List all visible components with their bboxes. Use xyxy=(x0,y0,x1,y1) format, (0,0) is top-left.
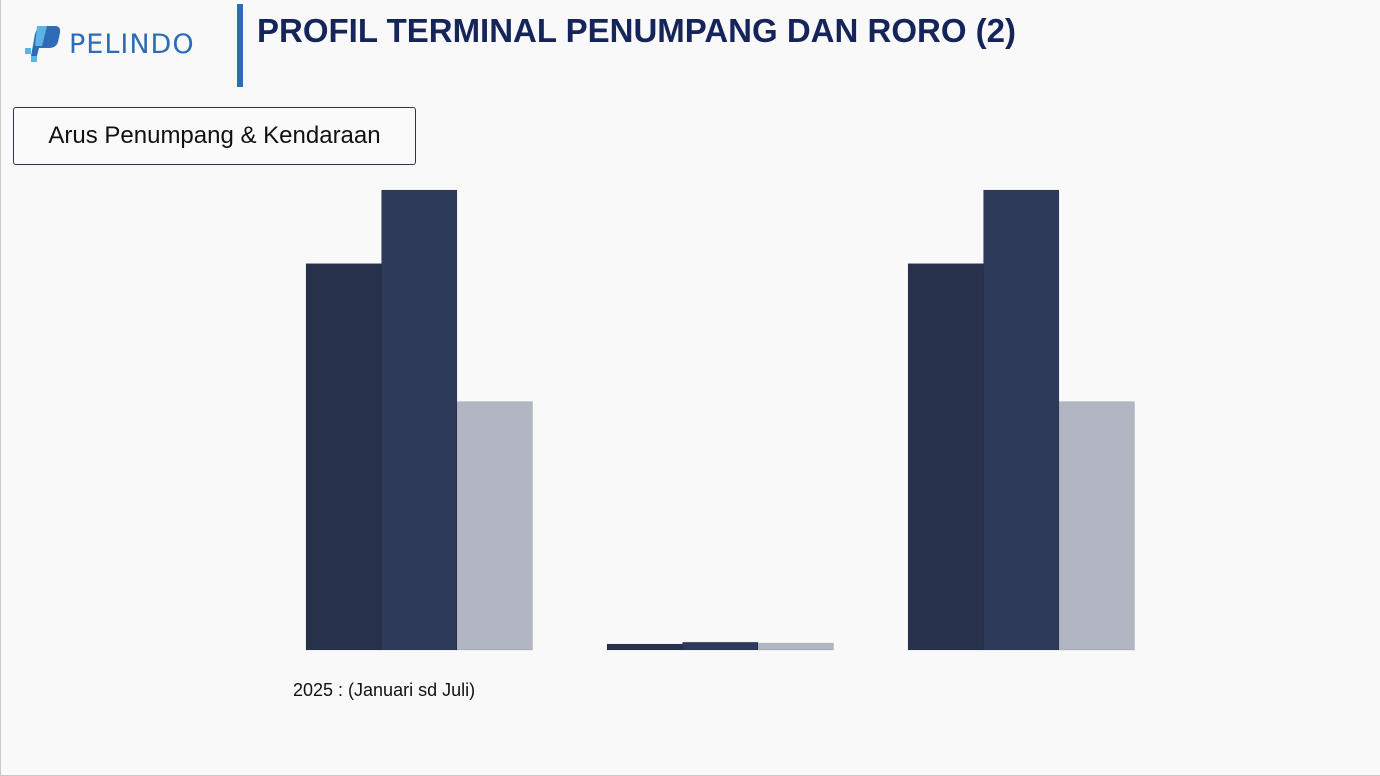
footnote: 2025 : (Januari sd Juli) xyxy=(293,680,476,700)
pelindo-logo-icon xyxy=(25,26,61,62)
bar-group1-series1 xyxy=(305,263,382,651)
header-divider xyxy=(237,4,243,87)
bar-group3-series1 xyxy=(907,263,984,651)
page-title: PROFIL TERMINAL PENUMPANG DAN RORO (2) xyxy=(257,12,1017,49)
pelindo-logo: PELINDO xyxy=(25,24,195,64)
logo-text: PELINDO xyxy=(69,28,195,60)
bar-group2-series2 xyxy=(682,641,759,651)
section-label: Arus Penumpang & Kendaraan xyxy=(13,107,416,165)
bar-group1-series3 xyxy=(456,401,533,651)
bar-group1-series2 xyxy=(381,189,458,651)
bar-group3-series3 xyxy=(1058,401,1135,651)
bar-group3-series2 xyxy=(983,189,1060,651)
bar-group2-series3 xyxy=(757,642,834,651)
bar-group2-series1 xyxy=(606,643,683,651)
